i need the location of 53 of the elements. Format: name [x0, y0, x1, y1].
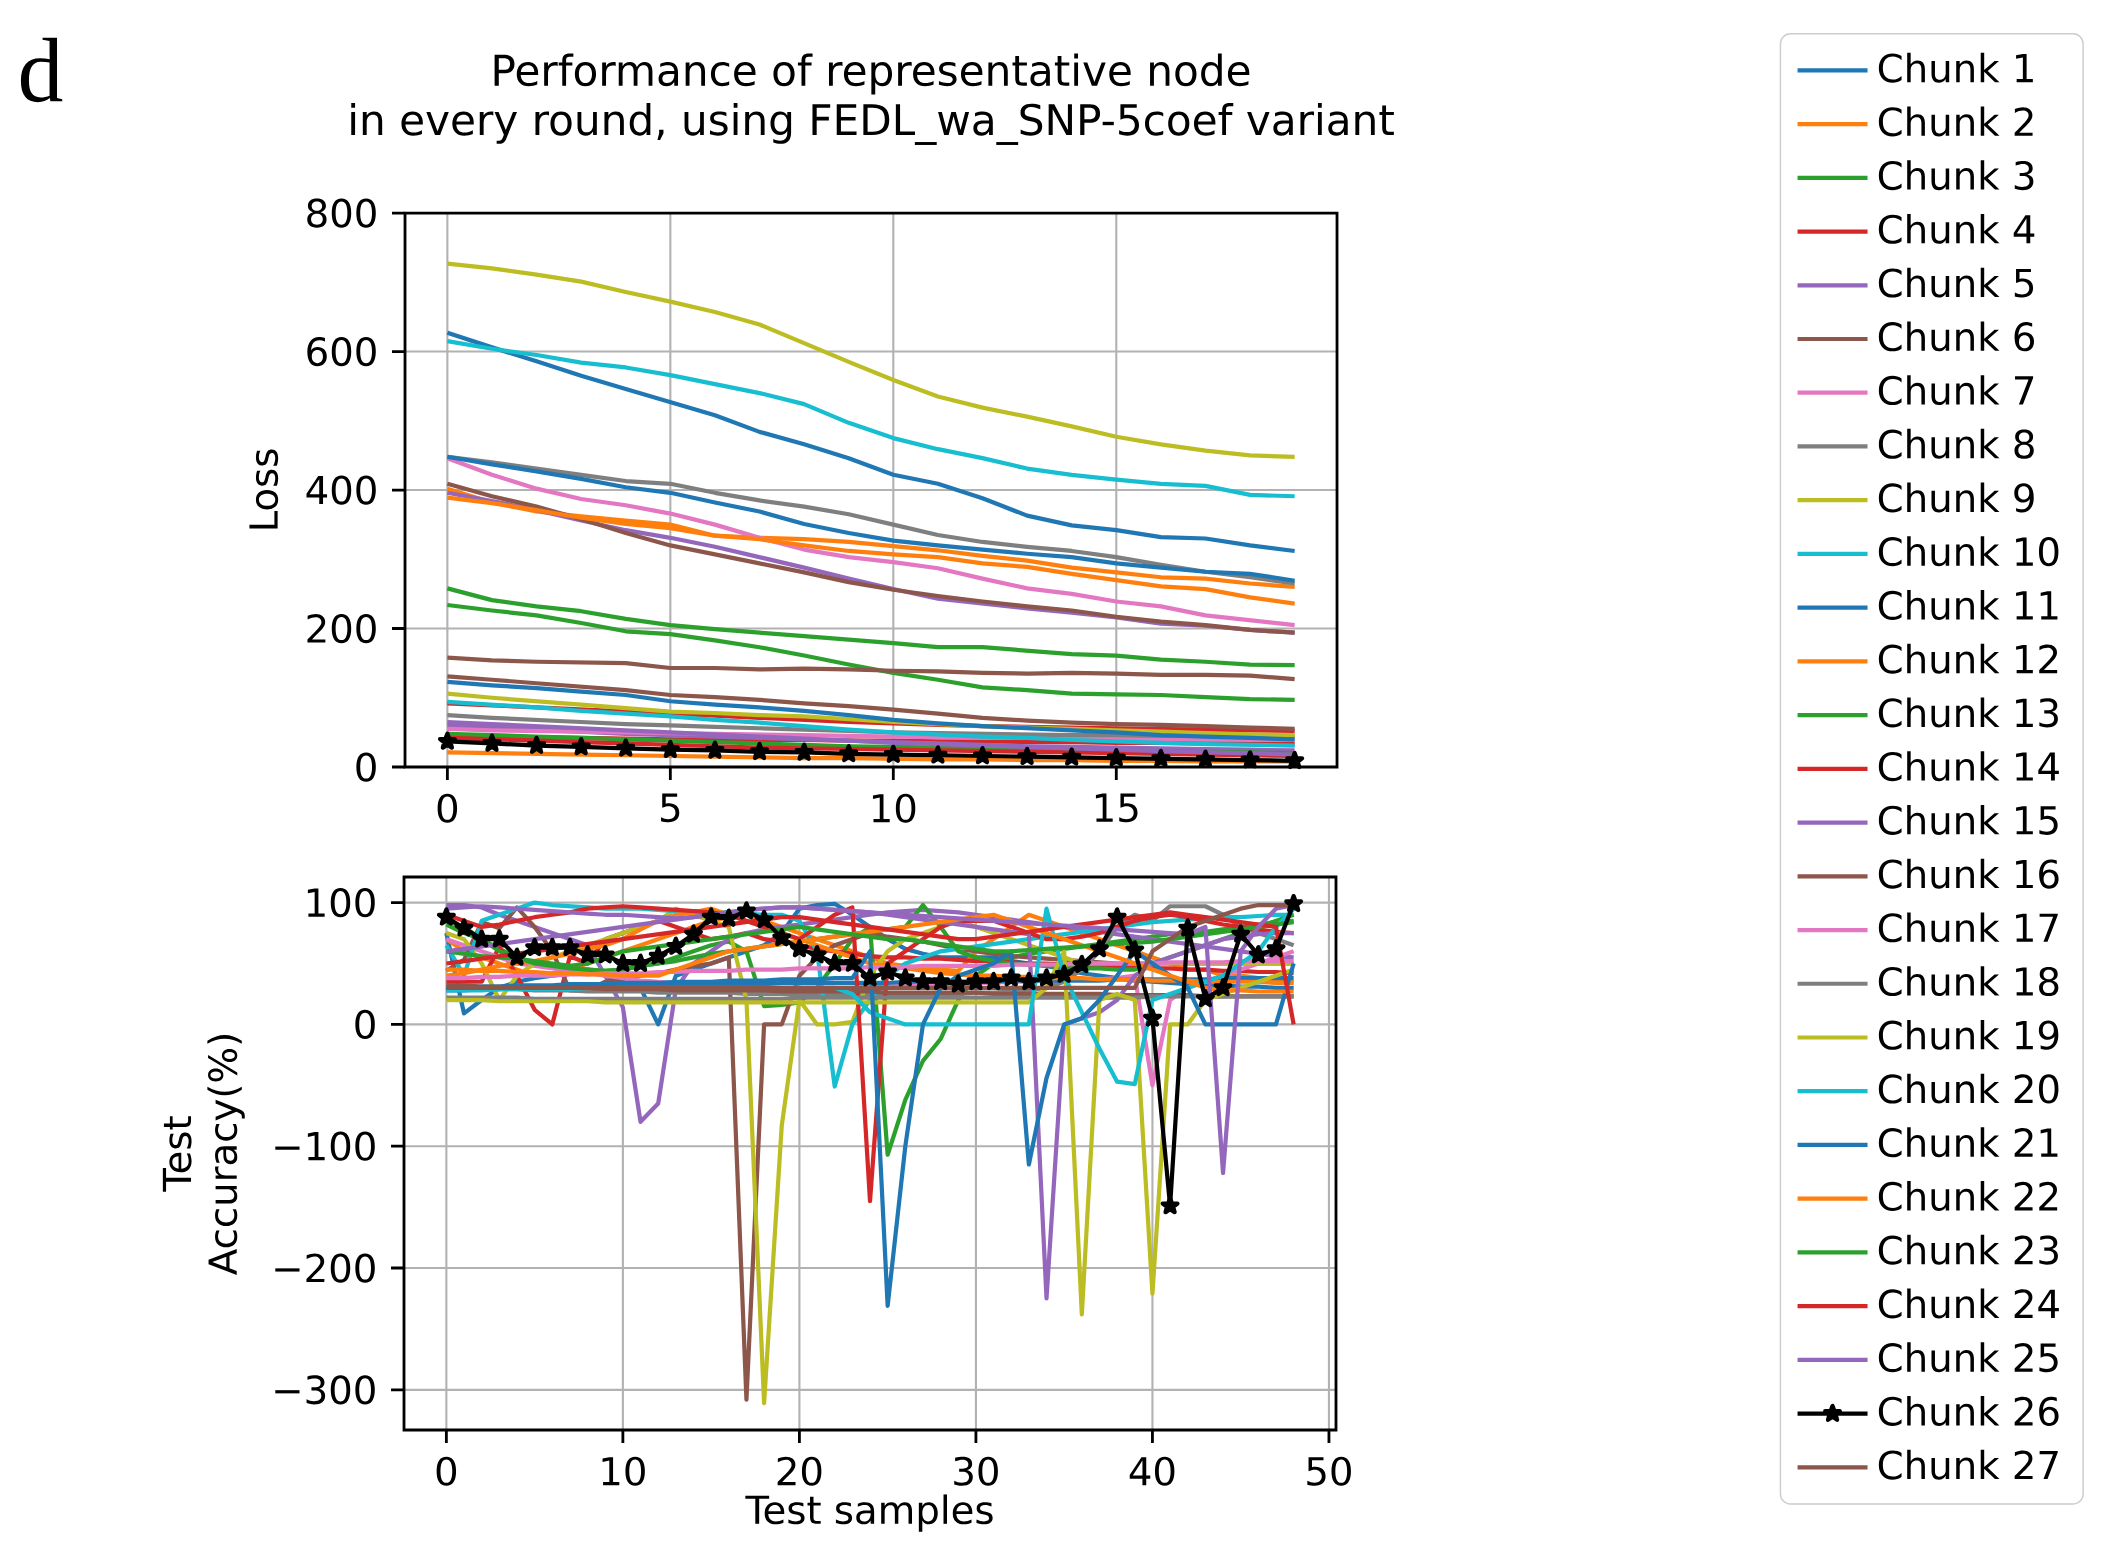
- legend-label: Chunk 26: [1878, 1396, 2059, 1426]
- x-axis-title: Test samples: [745, 1494, 993, 1532]
- y-tick-label: 400: [306, 475, 376, 505]
- legend-label: Chunk 27: [1878, 1449, 2058, 1480]
- y-axis-title: Test Accuracy(%): [162, 1035, 245, 1275]
- y-tick-label: 800: [307, 198, 376, 228]
- y-tick-label: 200: [307, 613, 376, 644]
- y-tick-label: 100: [307, 888, 375, 918]
- legend-label: Chunk 19: [1878, 1019, 2059, 1050]
- x-tick-label: 10: [602, 1456, 645, 1486]
- legend-label: Chunk 10: [1878, 536, 2059, 567]
- x-tick-label: 15: [1095, 793, 1138, 823]
- legend-label: Chunk 1: [1878, 52, 2033, 83]
- legend-label: Chunk 5: [1878, 267, 2034, 298]
- legend-label: Chunk 14: [1878, 751, 2059, 782]
- legend-label: Chunk 11: [1878, 590, 2058, 620]
- x-tick-label: 0: [436, 1456, 457, 1486]
- legend-label: Chunk 12: [1878, 643, 2058, 674]
- legend-label: Chunk 17: [1878, 912, 2058, 943]
- legend-label: Chunk 7: [1878, 375, 2034, 406]
- legend-label: Chunk 6: [1878, 321, 2034, 352]
- legend-label: Chunk 4: [1878, 213, 2035, 244]
- x-tick-label: 30: [954, 1456, 998, 1486]
- y-tick-label: −300: [275, 1375, 375, 1405]
- legend-label: Chunk 15: [1878, 804, 2058, 835]
- y-tick-label: −200: [275, 1253, 375, 1283]
- legend-label: Chunk 23: [1878, 1234, 2058, 1265]
- text: d: [20, 37, 63, 103]
- y-tick-label: −100: [275, 1131, 375, 1161]
- chart-title: Performance of representative node: [494, 53, 1250, 95]
- legend-label: Chunk 18: [1878, 966, 2059, 997]
- x-tick-label: 0: [437, 793, 458, 823]
- x-tick-label: 5: [661, 793, 680, 823]
- y-tick-label: 600: [307, 336, 376, 367]
- legend-label: Chunk 24: [1878, 1288, 2059, 1319]
- x-tick-label: 40: [1129, 1456, 1175, 1486]
- legend-label: Chunk 3: [1878, 160, 2034, 191]
- legend-label: Chunk 21: [1878, 1127, 2058, 1158]
- legend-label: Chunk 16: [1878, 858, 2059, 889]
- legend-label: Chunk 9: [1878, 482, 2034, 513]
- legend-label: Chunk 8: [1878, 428, 2034, 459]
- legend-label: Chunk 25: [1878, 1342, 2058, 1373]
- legend-label: Chunk 13: [1878, 697, 2058, 728]
- x-tick-label: 20: [777, 1456, 822, 1486]
- legend-label: Chunk 2: [1878, 106, 2033, 137]
- legend-label: Chunk 22: [1878, 1181, 2058, 1212]
- y-tick-label: 0: [356, 752, 376, 782]
- x-tick-label: 10: [872, 793, 916, 823]
- x-tick-label: 50: [1307, 1456, 1351, 1486]
- y-axis-title: Loss: [249, 449, 279, 529]
- y-tick-label: 0: [355, 1009, 375, 1040]
- legend-label: Chunk 20: [1878, 1073, 2059, 1104]
- chart-subtitle: in every round, using FEDL_wa_SNP-5coef variant: [351, 103, 1394, 145]
